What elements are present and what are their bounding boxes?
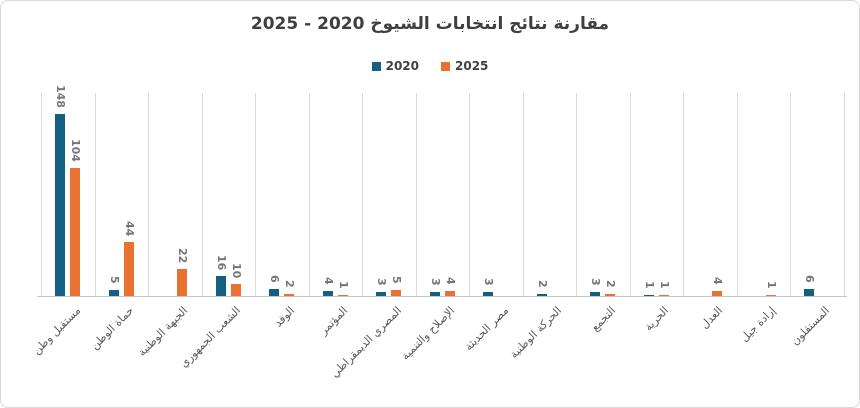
bar-2025 <box>712 291 722 296</box>
bar-2020 <box>323 291 333 296</box>
legend-item-2020: 2020 <box>371 59 419 73</box>
x-axis-label-text: العدل <box>697 304 726 332</box>
bar-label-2025: 2 <box>604 280 617 288</box>
bar-2025 <box>338 295 348 296</box>
bar-label-2020: 148 <box>54 85 67 108</box>
gridline <box>790 93 791 296</box>
bar-label-2025: 1 <box>765 281 778 289</box>
bar-label-2025: 1 <box>337 281 350 289</box>
legend-item-2025: 2025 <box>441 59 488 73</box>
bar-2020 <box>269 289 279 296</box>
bar-label-2020: 3 <box>482 278 495 286</box>
x-axis-label-text: المؤتمر <box>316 304 351 338</box>
bar-label-2025: 2 <box>283 280 296 288</box>
gridline <box>201 93 203 296</box>
bar-2020 <box>537 294 547 296</box>
bar-label-2025: 1 <box>658 281 671 289</box>
bar-label-2025: 104 <box>69 139 82 162</box>
legend: 2020 2025 <box>1 59 859 73</box>
bar-label-2020: 3 <box>375 278 388 286</box>
bar-2020 <box>109 290 119 296</box>
bar-label-2020: 4 <box>322 277 335 285</box>
x-axis-label-text: الوفد <box>271 304 298 330</box>
gridline <box>362 93 363 296</box>
bar-2025 <box>605 294 615 296</box>
gridline <box>148 93 149 296</box>
bar-label-2020: 16 <box>215 254 228 270</box>
x-axis-label-text: مستقبل وطن <box>30 304 84 358</box>
bar-2025 <box>124 242 134 296</box>
gridline <box>843 93 845 296</box>
bar-label-2025: 10 <box>230 262 243 278</box>
bar-label-2020: 3 <box>429 278 442 286</box>
x-axis-label-text: إرادة جيل <box>737 304 779 345</box>
bar-2025 <box>284 294 294 296</box>
bar-label-2025: 22 <box>176 247 189 263</box>
x-axis-label-text: مصر الحديثة <box>462 304 512 354</box>
bar-2020 <box>644 295 654 296</box>
x-axis-label-text: الإصلاح والتنمية <box>398 304 458 363</box>
x-axis-line <box>37 296 847 297</box>
bar-2025 <box>391 290 401 296</box>
gridline <box>576 93 577 296</box>
bar-2020 <box>430 292 440 296</box>
chart-title: مقارنة نتائج انتخابات الشيوخ 2020 - 2025 <box>250 14 610 34</box>
bar-2020 <box>216 276 226 296</box>
gridline <box>522 93 524 296</box>
bar-label-2025: 4 <box>711 277 724 285</box>
bar-2020 <box>376 292 386 296</box>
gridline <box>415 93 417 296</box>
legend-swatch <box>371 61 381 71</box>
x-axis-label-text: التجمع <box>588 304 619 334</box>
x-axis-label-text: الحركة الوطنية <box>507 304 565 361</box>
gridline <box>736 93 738 296</box>
gridline <box>94 93 96 296</box>
legend-label: 2025 <box>455 59 489 73</box>
bar-label-2025: 5 <box>390 276 403 284</box>
bar-2020 <box>55 114 65 296</box>
gridline <box>255 93 256 296</box>
legend-swatch <box>441 61 450 71</box>
gridline <box>683 93 684 296</box>
bar-label-2025: 4 <box>444 277 457 285</box>
x-axis-label-text: الحرية <box>641 304 672 334</box>
x-axis-label-text: الجبهة الوطنية <box>135 304 191 359</box>
bar-label-2020: 1 <box>643 281 656 289</box>
bar-label-2020: 6 <box>803 275 816 283</box>
bar-2020 <box>483 292 493 296</box>
bar-label-2020: 6 <box>268 275 281 283</box>
bar-2025 <box>70 168 80 296</box>
bar-2025 <box>231 284 241 296</box>
bar-2020 <box>590 292 600 296</box>
bar-2025 <box>659 295 669 296</box>
x-axis-label-text: حماة الوطن <box>88 304 137 353</box>
bar-label-2020: 2 <box>536 280 549 288</box>
gridline <box>629 93 631 296</box>
bar-label-2020: 3 <box>589 278 602 286</box>
bar-label-2020: 5 <box>108 276 121 284</box>
bar-2025 <box>177 269 187 296</box>
bar-label-2025: 44 <box>123 220 136 236</box>
gridline <box>308 93 310 296</box>
x-axis-label-text: المستقلون <box>788 304 833 348</box>
legend-label: 2020 <box>385 59 419 73</box>
bar-2025 <box>766 295 776 296</box>
gridline <box>469 93 470 296</box>
gridline <box>41 93 42 296</box>
bar-2025 <box>445 291 455 296</box>
bar-2020 <box>804 289 814 296</box>
